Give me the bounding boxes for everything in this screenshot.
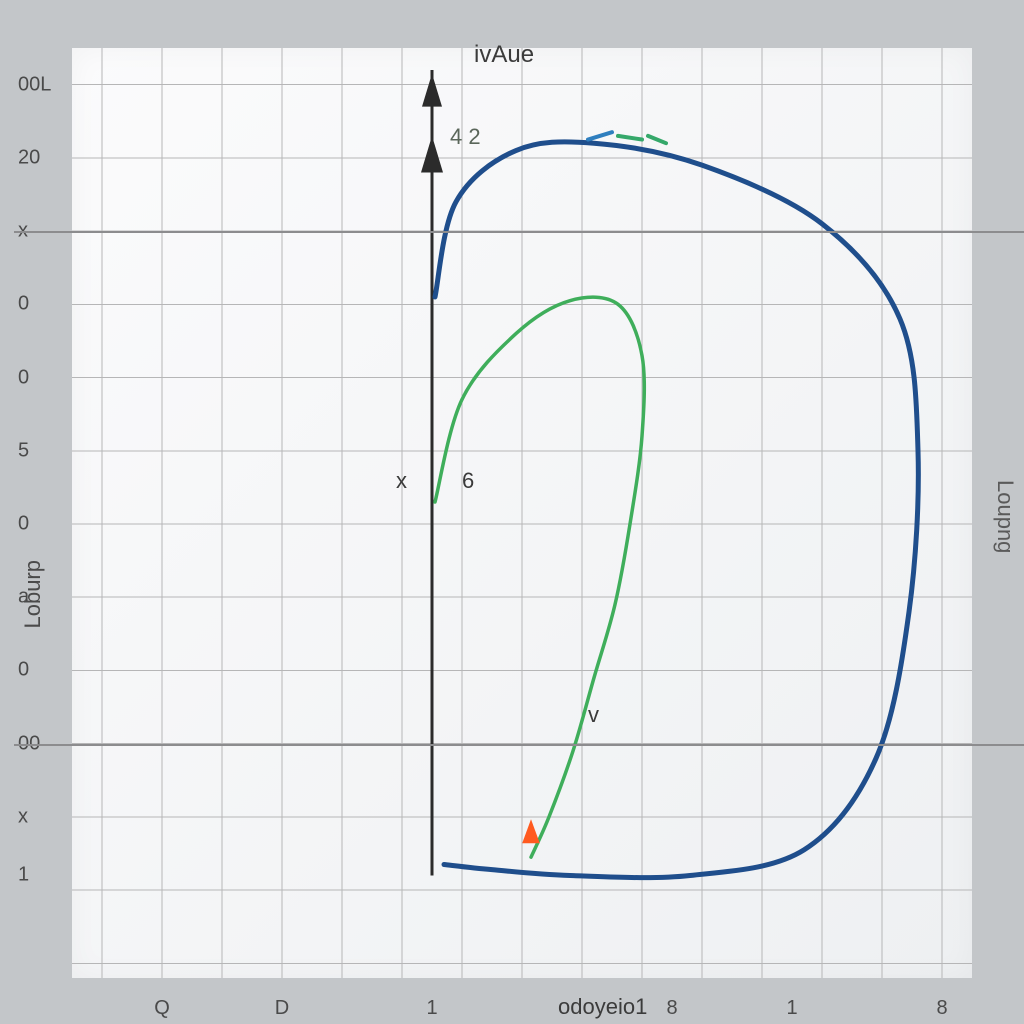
axis-title-bottom: odoyeio1 <box>558 994 647 1020</box>
x-tick-label: 1 <box>786 997 797 1020</box>
x-tick-label: 1 <box>426 997 437 1020</box>
plot-area <box>72 48 972 978</box>
axis-title-left: Loburp <box>20 560 46 629</box>
y-tick-label: 0 <box>18 512 29 535</box>
annotation-label: 4 2 <box>450 124 481 150</box>
annotation-label: x <box>396 468 407 494</box>
accent-dash <box>588 132 612 139</box>
heavy-horizontal-line <box>14 231 1024 233</box>
y-tick-label: 5 <box>18 439 29 462</box>
annotation-label: 6 <box>462 468 474 494</box>
axis-title-top: ivAue <box>474 41 534 69</box>
x-tick-label: D <box>275 997 289 1020</box>
y-tick-label: 0 <box>18 659 29 682</box>
y-tick-label: 0 <box>18 293 29 316</box>
blue-loop-curve <box>435 142 918 878</box>
grid <box>72 48 972 978</box>
orange-marker-icon <box>522 819 540 843</box>
x-tick-label: 8 <box>936 997 947 1020</box>
heavy-horizontal-line <box>14 744 1024 746</box>
axis-title-right: Loupng <box>992 480 1018 553</box>
green-curve <box>435 297 644 857</box>
chart-svg <box>72 48 972 978</box>
y-tick-label: x <box>18 805 28 828</box>
x-tick-label: 8 <box>666 997 677 1020</box>
y-axis-arrow-icon <box>421 136 443 173</box>
y-tick-label: 0 <box>18 366 29 389</box>
y-axis-arrow-icon <box>422 74 442 107</box>
annotation-label: v <box>588 702 599 728</box>
y-tick-label: 00L <box>18 73 51 96</box>
x-tick-label: Q <box>154 997 170 1020</box>
accent-dash <box>618 136 642 140</box>
accent-dash <box>648 136 666 143</box>
y-tick-label: 1 <box>18 864 29 887</box>
y-tick-label: 20 <box>18 146 40 169</box>
